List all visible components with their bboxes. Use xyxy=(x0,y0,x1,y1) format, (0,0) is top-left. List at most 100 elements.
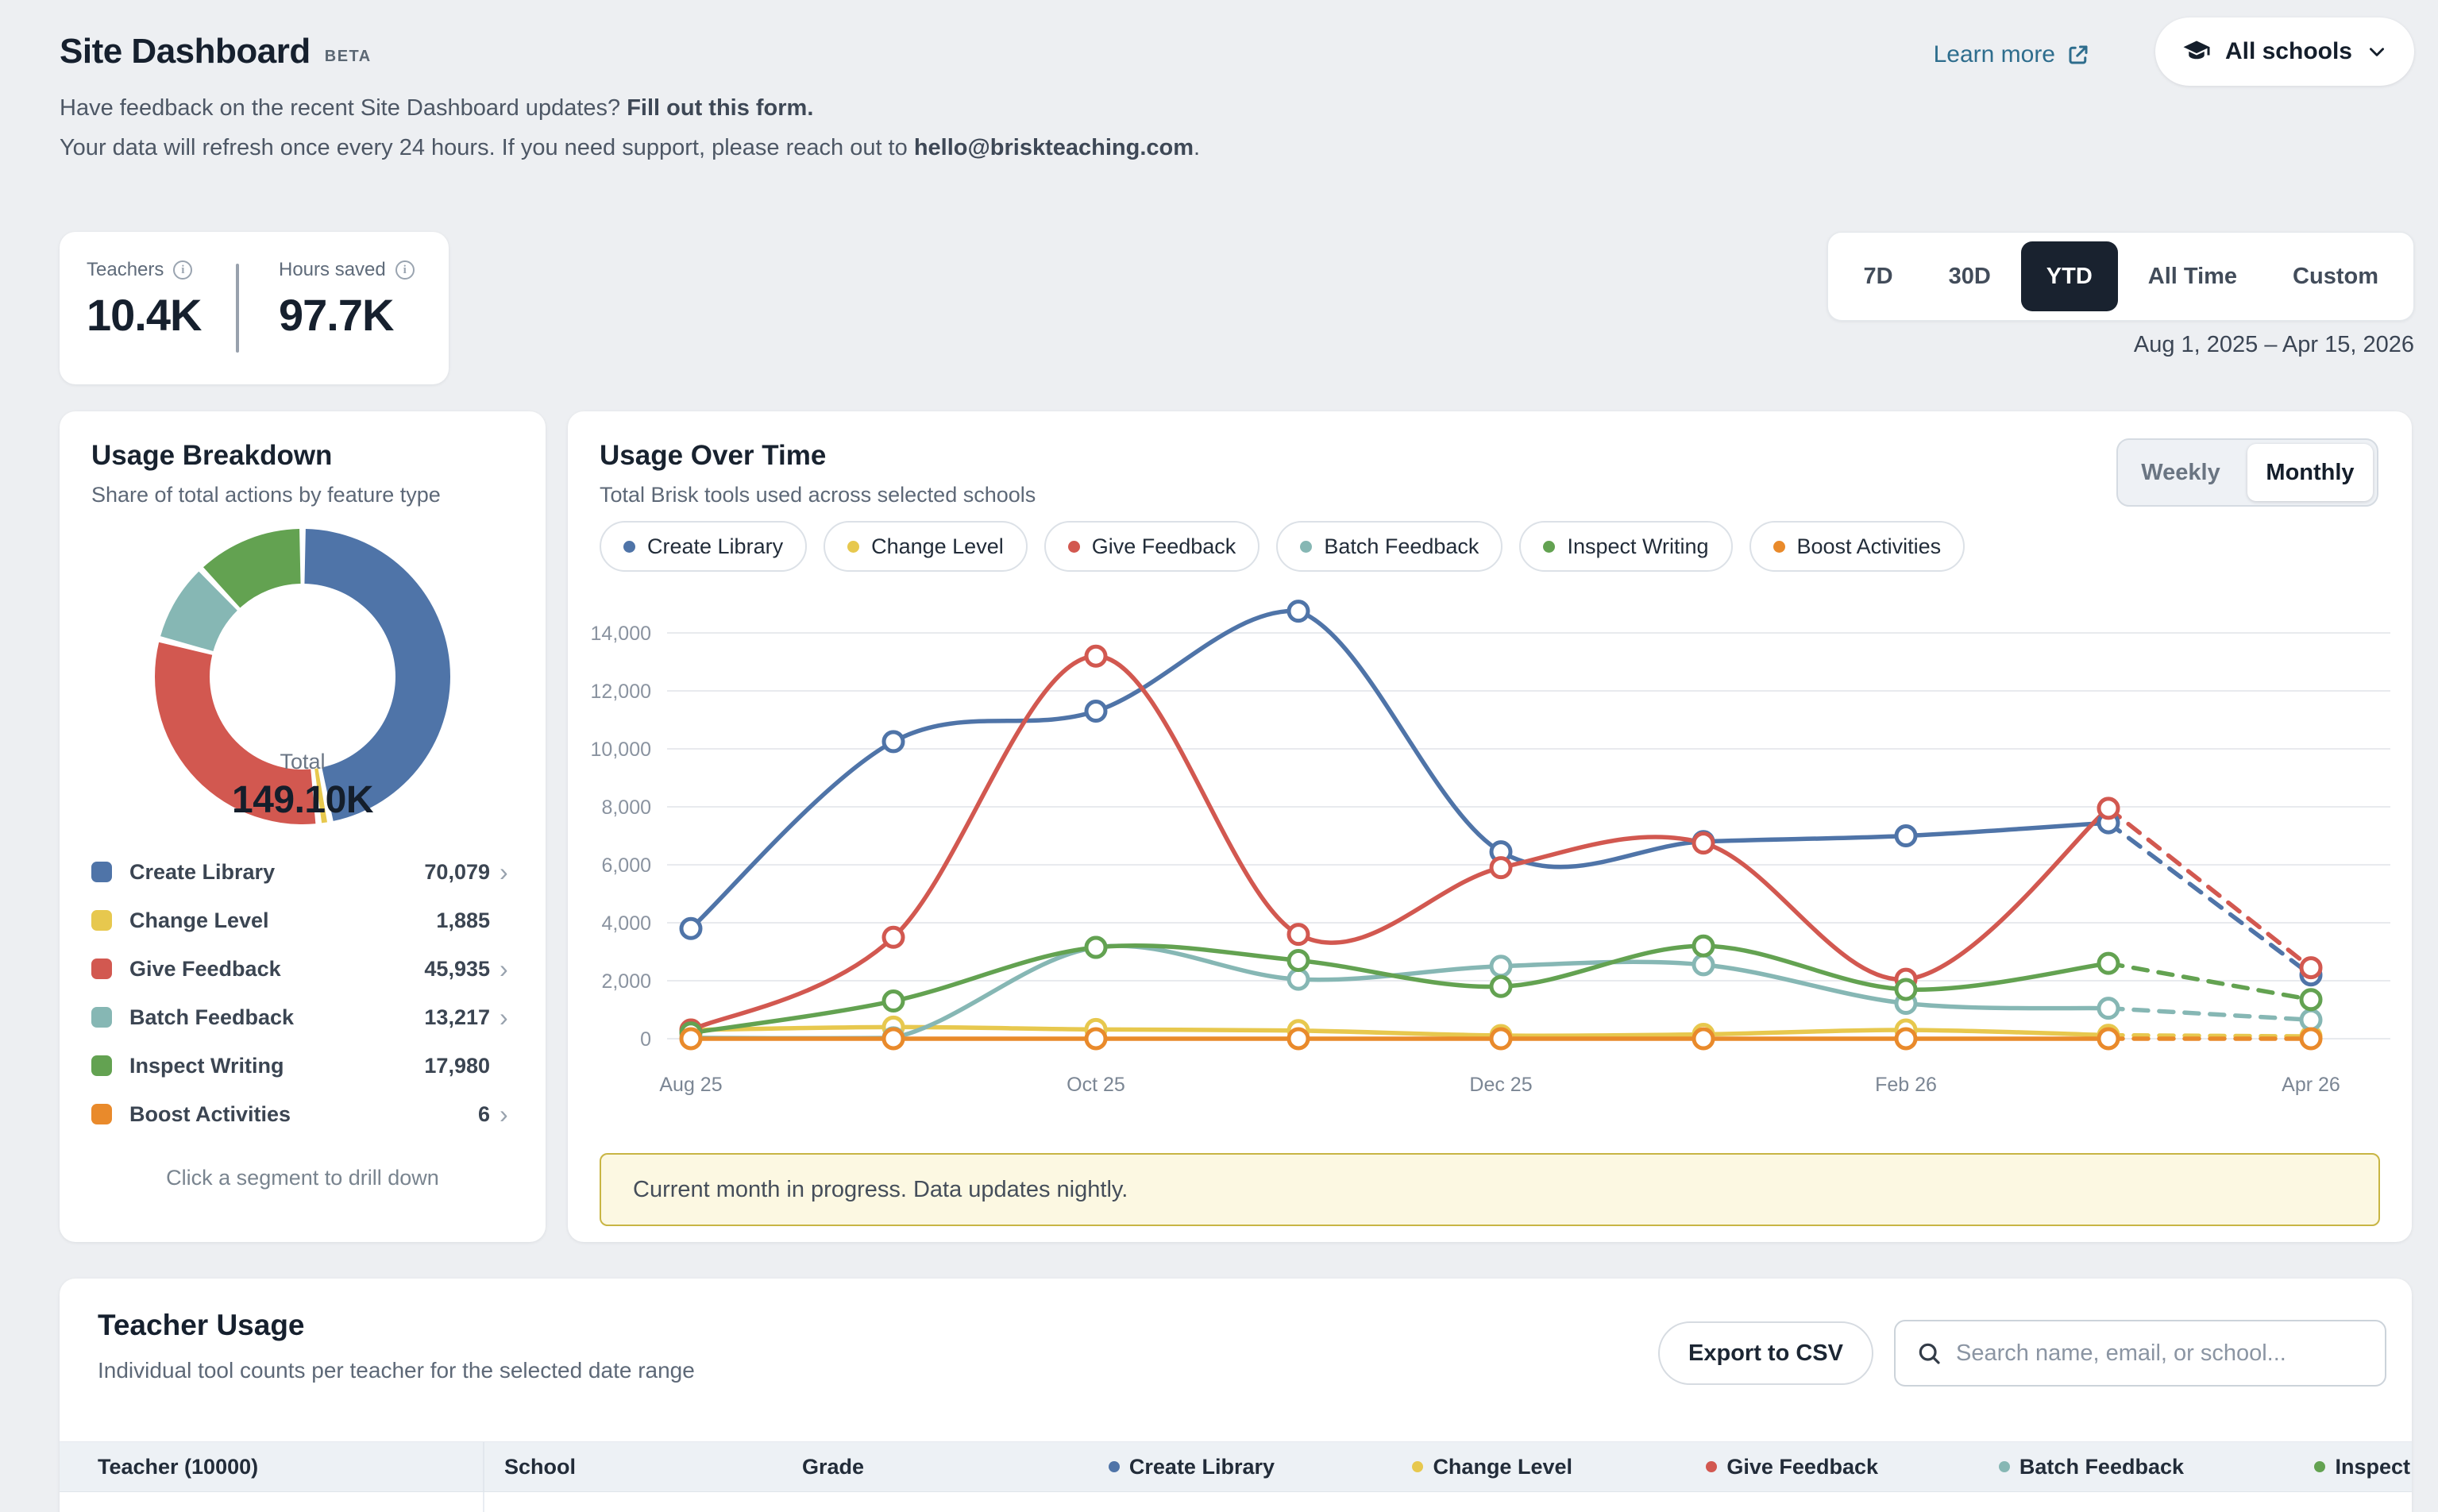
data-point[interactable] xyxy=(1289,925,1308,944)
donut-segment-create-library[interactable] xyxy=(304,529,450,821)
legend-pill-boost-activities[interactable]: Boost Activities xyxy=(1749,521,1965,572)
data-point[interactable] xyxy=(884,928,903,947)
data-point[interactable] xyxy=(884,992,903,1011)
data-point[interactable] xyxy=(2301,1029,2320,1048)
refresh-text: Your data will refresh once every 24 hou… xyxy=(60,135,914,160)
data-point[interactable] xyxy=(2099,1029,2118,1048)
usage-breakdown-title: Usage Breakdown xyxy=(91,440,332,472)
data-point[interactable] xyxy=(1491,977,1510,996)
data-point[interactable] xyxy=(681,1029,700,1048)
y-axis-tick: 4,000 xyxy=(601,912,651,935)
data-point[interactable] xyxy=(1289,1029,1308,1048)
usage-over-time-line-chart[interactable]: 02,0004,0006,0008,00010,00012,00014,000A… xyxy=(592,599,2394,1115)
learn-more-link[interactable]: Learn more xyxy=(1934,41,2090,68)
data-point[interactable] xyxy=(1289,602,1308,621)
table-row[interactable] xyxy=(60,1492,2412,1512)
column-header-teacher-10000-[interactable]: Teacher (10000) xyxy=(60,1442,484,1491)
data-point[interactable] xyxy=(884,1029,903,1048)
x-axis-tick: Oct 25 xyxy=(1067,1074,1125,1096)
export-csv-button[interactable]: Export to CSV xyxy=(1658,1321,1873,1385)
legend-pill-batch-feedback[interactable]: Batch Feedback xyxy=(1276,521,1503,572)
column-header-inspect-writing[interactable]: Inspect Writing xyxy=(2184,1442,2412,1491)
data-point[interactable] xyxy=(1086,938,1105,957)
data-point[interactable] xyxy=(1289,951,1308,970)
series-dot xyxy=(2314,1461,2325,1472)
column-header-school[interactable]: School xyxy=(504,1442,774,1491)
data-point[interactable] xyxy=(1694,1029,1713,1048)
usage-breakdown-card: Usage Breakdown Share of total actions b… xyxy=(60,411,546,1242)
column-header-give-feedback[interactable]: Give Feedback xyxy=(1572,1442,1878,1491)
legend-value: 13,217 xyxy=(424,1005,490,1030)
chevron-right-icon: › xyxy=(500,1104,514,1124)
feedback-text: Have feedback on the recent Site Dashboa… xyxy=(60,95,627,121)
site-dashboard-page: Site Dashboard BETA Have feedback on the… xyxy=(0,0,2438,1512)
teachers-stat: Teachers i 10.4K xyxy=(87,259,201,341)
data-point[interactable] xyxy=(2301,990,2320,1009)
data-point[interactable] xyxy=(1491,1029,1510,1048)
column-header-change-level[interactable]: Change Level xyxy=(1267,1442,1572,1491)
data-point[interactable] xyxy=(1694,834,1713,853)
data-point[interactable] xyxy=(2099,954,2118,973)
external-link-icon xyxy=(2066,43,2090,67)
chevron-right-icon: › xyxy=(500,958,514,979)
data-point[interactable] xyxy=(1896,827,1915,846)
toggle-weekly[interactable]: Weekly xyxy=(2118,440,2243,505)
range-tab-custom[interactable]: Custom xyxy=(2267,241,2404,311)
data-point[interactable] xyxy=(1086,702,1105,721)
breakdown-legend-item[interactable]: Create Library70,079› xyxy=(91,856,514,888)
data-point[interactable] xyxy=(1491,858,1510,878)
series-legend-pills: Create Library Change Level Give Feedback B… xyxy=(600,521,1965,572)
drilldown-hint: Click a segment to drill down xyxy=(60,1166,546,1190)
series-dot xyxy=(623,541,635,553)
legend-swatch xyxy=(91,1055,112,1076)
support-email[interactable]: hello@briskteaching.com xyxy=(914,135,1194,160)
x-axis-tick: Feb 26 xyxy=(1875,1074,1937,1096)
data-point[interactable] xyxy=(1694,936,1713,955)
breakdown-legend-item[interactable]: Give Feedback45,935› xyxy=(91,953,514,985)
data-point[interactable] xyxy=(2301,1010,2320,1029)
donut-total-label: Total xyxy=(60,750,546,774)
data-point[interactable] xyxy=(1289,970,1308,989)
data-point[interactable] xyxy=(1694,955,1713,974)
hours-saved-stat: Hours saved i 97.7K xyxy=(279,259,415,341)
data-point[interactable] xyxy=(1086,646,1105,665)
range-tab-ytd[interactable]: YTD xyxy=(2021,241,2118,311)
y-axis-tick: 6,000 xyxy=(601,854,651,877)
school-selector-dropdown[interactable]: All schools xyxy=(2155,17,2414,86)
data-point[interactable] xyxy=(2301,958,2320,978)
info-icon[interactable]: i xyxy=(173,260,192,280)
toggle-monthly[interactable]: Monthly xyxy=(2247,444,2373,501)
breakdown-legend-item[interactable]: Boost Activities6› xyxy=(91,1098,514,1130)
legend-pill-give-feedback[interactable]: Give Feedback xyxy=(1044,521,1260,572)
data-point[interactable] xyxy=(1896,1029,1915,1048)
range-tab-30d[interactable]: 30D xyxy=(1923,241,2016,311)
feedback-form-link[interactable]: Fill out this form. xyxy=(627,95,813,121)
y-axis-tick: 10,000 xyxy=(592,739,651,761)
column-header-create-library[interactable]: Create Library xyxy=(969,1442,1275,1491)
legend-swatch xyxy=(91,1007,112,1028)
series-dot xyxy=(1412,1461,1423,1472)
column-header-grade[interactable]: Grade xyxy=(802,1442,961,1491)
search-input[interactable] xyxy=(1956,1340,2364,1367)
data-point[interactable] xyxy=(1896,980,1915,999)
teacher-search[interactable] xyxy=(1894,1320,2386,1387)
usage-over-time-card: Usage Over Time Total Brisk tools used a… xyxy=(568,411,2412,1242)
range-tab-all-time[interactable]: All Time xyxy=(2123,241,2262,311)
data-point[interactable] xyxy=(681,919,700,938)
teacher-usage-subtitle: Individual tool counts per teacher for t… xyxy=(98,1358,695,1383)
data-point[interactable] xyxy=(884,732,903,751)
data-point[interactable] xyxy=(2099,999,2118,1018)
legend-label: Batch Feedback xyxy=(129,1005,294,1030)
breakdown-legend-item[interactable]: Inspect Writing17,980 xyxy=(91,1050,514,1082)
legend-pill-create-library[interactable]: Create Library xyxy=(600,521,807,572)
data-point[interactable] xyxy=(1491,957,1510,976)
data-point[interactable] xyxy=(1086,1029,1105,1048)
data-point[interactable] xyxy=(2099,799,2118,818)
info-icon[interactable]: i xyxy=(395,260,415,280)
range-tab-7d[interactable]: 7D xyxy=(1838,241,1918,311)
legend-pill-change-level[interactable]: Change Level xyxy=(824,521,1028,572)
breakdown-legend-item[interactable]: Change Level1,885 xyxy=(91,904,514,936)
legend-pill-inspect-writing[interactable]: Inspect Writing xyxy=(1519,521,1732,572)
column-header-batch-feedback[interactable]: Batch Feedback xyxy=(1878,1442,2184,1491)
breakdown-legend-item[interactable]: Batch Feedback13,217› xyxy=(91,1001,514,1033)
